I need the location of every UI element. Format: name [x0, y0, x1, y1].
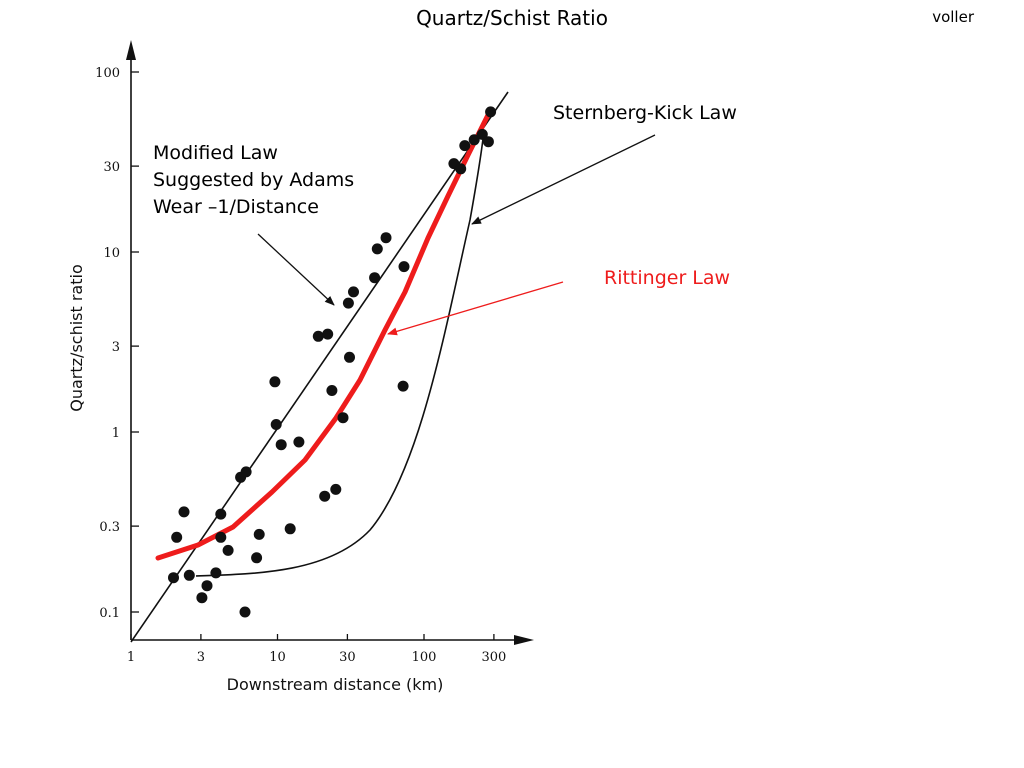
x-tick-label: 300	[481, 650, 506, 665]
modified-law-line	[130, 91, 509, 643]
data-point	[319, 490, 331, 502]
y-tick-label: 0.1	[99, 606, 120, 621]
modified-law-annotation: Modified Law Suggested by Adams Wear –1/…	[153, 142, 360, 218]
data-point	[468, 134, 480, 146]
y-tick-label: 100	[95, 66, 120, 81]
data-point	[348, 286, 359, 298]
data-point	[485, 106, 497, 118]
data-point	[240, 466, 252, 478]
data-point	[369, 272, 381, 284]
rittinger-arrow	[387, 281, 564, 336]
modified-law-arrow	[257, 233, 335, 306]
author-label: voller	[932, 8, 974, 26]
modified-law-line-3: Wear –1/Distance	[153, 196, 319, 218]
x-tick-label: 30	[339, 650, 356, 665]
data-point	[215, 508, 227, 520]
y-axis-label: Quartz/schist ratio	[67, 264, 86, 411]
y-tick-label: 1	[112, 426, 120, 441]
data-point	[168, 572, 179, 584]
data-point	[171, 531, 183, 543]
rittinger-law-curve	[155, 112, 491, 561]
data-point	[251, 552, 263, 564]
data-point	[293, 436, 305, 448]
y-tick-label: 30	[103, 160, 120, 175]
y-axis	[126, 40, 136, 640]
x-tick-label: 1	[127, 650, 135, 665]
data-point	[269, 376, 281, 388]
rittinger-annotation: Rittinger Law	[604, 267, 730, 289]
data-point	[284, 523, 296, 535]
data-points	[168, 106, 497, 618]
data-point	[196, 592, 208, 604]
sternberg-kick-annotation: Sternberg-Kick Law	[553, 102, 737, 124]
data-point	[222, 544, 234, 556]
data-point	[398, 261, 410, 273]
data-point	[380, 232, 392, 244]
data-point	[482, 136, 494, 148]
data-point	[215, 531, 227, 543]
y-tick-label: 0.3	[99, 520, 120, 535]
data-point	[459, 140, 471, 152]
x-ticks: 1 3 10 30 100 300	[127, 634, 506, 665]
data-point	[183, 569, 195, 581]
data-point	[312, 330, 324, 342]
data-point	[455, 163, 467, 175]
data-point	[239, 606, 251, 618]
x-axis-label: Downstream distance (km)	[227, 675, 444, 694]
x-tick-label: 100	[412, 650, 437, 665]
data-point	[371, 243, 383, 255]
data-point	[326, 385, 338, 396]
x-tick-label: 10	[269, 650, 286, 665]
x-tick-label: 3	[197, 650, 205, 665]
modified-law-line-2: Suggested by Adams	[153, 169, 354, 191]
data-point	[275, 439, 287, 451]
y-tick-label: 10	[103, 246, 120, 261]
y-ticks: 0.1 0.3 1 3 10 30 100	[95, 66, 139, 621]
data-point	[253, 528, 265, 540]
data-point	[330, 483, 342, 495]
modified-law-line-1: Modified Law	[153, 142, 278, 164]
data-point	[201, 580, 213, 592]
data-point	[342, 297, 354, 309]
data-point	[210, 567, 222, 579]
data-point	[476, 128, 488, 140]
x-axis	[131, 635, 534, 645]
sternberg-kick-arrow	[471, 134, 656, 225]
data-point	[178, 506, 190, 518]
data-point	[397, 380, 409, 392]
data-point	[322, 328, 334, 340]
data-point	[337, 412, 349, 424]
data-point	[270, 419, 282, 430]
page-title: Quartz/Schist Ratio	[416, 6, 608, 30]
y-tick-label: 3	[112, 340, 120, 355]
data-point	[344, 351, 355, 363]
sternberg-kick-curve	[195, 129, 485, 577]
